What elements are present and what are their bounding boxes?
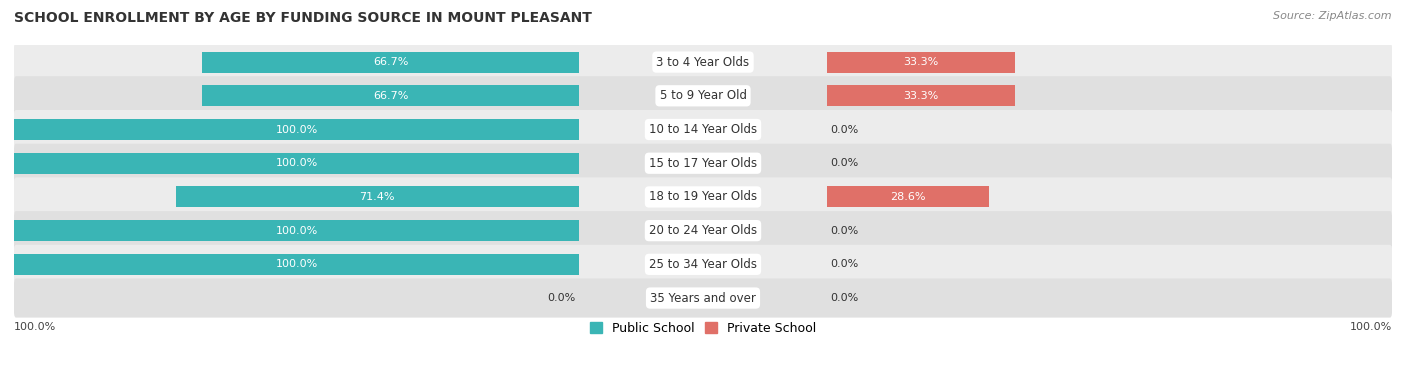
Text: 0.0%: 0.0% <box>831 158 859 168</box>
FancyBboxPatch shape <box>14 43 1392 82</box>
Legend: Public School, Private School: Public School, Private School <box>585 317 821 340</box>
Text: 100.0%: 100.0% <box>1350 322 1392 332</box>
Bar <box>202 85 579 106</box>
Text: 0.0%: 0.0% <box>831 293 859 303</box>
Bar <box>14 254 579 275</box>
Text: 25 to 34 Year Olds: 25 to 34 Year Olds <box>650 258 756 271</box>
Text: 100.0%: 100.0% <box>276 259 318 269</box>
Text: 18 to 19 Year Olds: 18 to 19 Year Olds <box>650 190 756 204</box>
Bar <box>827 85 1015 106</box>
Text: 0.0%: 0.0% <box>831 226 859 236</box>
Text: Source: ZipAtlas.com: Source: ZipAtlas.com <box>1274 11 1392 21</box>
FancyBboxPatch shape <box>14 211 1392 250</box>
Text: 3 to 4 Year Olds: 3 to 4 Year Olds <box>657 55 749 69</box>
Bar <box>202 52 579 72</box>
Text: 0.0%: 0.0% <box>831 124 859 135</box>
Bar <box>14 153 579 174</box>
FancyBboxPatch shape <box>14 177 1392 216</box>
Text: 15 to 17 Year Olds: 15 to 17 Year Olds <box>650 157 756 170</box>
Text: 5 to 9 Year Old: 5 to 9 Year Old <box>659 89 747 102</box>
Text: 33.3%: 33.3% <box>904 57 939 67</box>
Text: 20 to 24 Year Olds: 20 to 24 Year Olds <box>650 224 756 237</box>
Bar <box>827 52 1015 72</box>
FancyBboxPatch shape <box>14 110 1392 149</box>
Text: 33.3%: 33.3% <box>904 91 939 101</box>
FancyBboxPatch shape <box>14 76 1392 115</box>
Text: 35 Years and over: 35 Years and over <box>650 291 756 305</box>
Text: SCHOOL ENROLLMENT BY AGE BY FUNDING SOURCE IN MOUNT PLEASANT: SCHOOL ENROLLMENT BY AGE BY FUNDING SOUR… <box>14 11 592 25</box>
Text: 100.0%: 100.0% <box>14 322 56 332</box>
Text: 71.4%: 71.4% <box>360 192 395 202</box>
Bar <box>176 187 579 207</box>
Bar <box>14 220 579 241</box>
FancyBboxPatch shape <box>14 144 1392 183</box>
Text: 28.6%: 28.6% <box>890 192 925 202</box>
Text: 66.7%: 66.7% <box>373 57 408 67</box>
Bar <box>827 187 988 207</box>
Bar <box>14 119 579 140</box>
FancyBboxPatch shape <box>14 245 1392 284</box>
Text: 100.0%: 100.0% <box>276 158 318 168</box>
Text: 0.0%: 0.0% <box>547 293 575 303</box>
Text: 100.0%: 100.0% <box>276 124 318 135</box>
Text: 0.0%: 0.0% <box>831 259 859 269</box>
FancyBboxPatch shape <box>14 279 1392 317</box>
Text: 66.7%: 66.7% <box>373 91 408 101</box>
Text: 10 to 14 Year Olds: 10 to 14 Year Olds <box>650 123 756 136</box>
Text: 100.0%: 100.0% <box>276 226 318 236</box>
